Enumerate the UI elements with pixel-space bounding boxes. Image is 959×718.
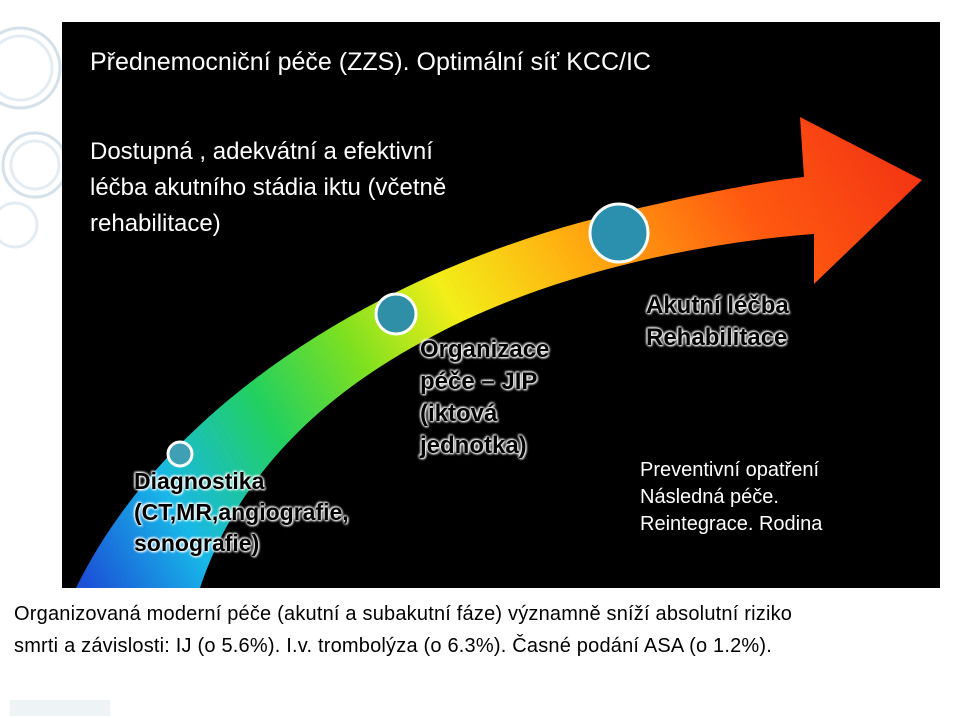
intro-line: rehabilitace) <box>90 210 221 237</box>
stage-2-marker <box>374 292 418 336</box>
bottom-summary-text: Organizovaná moderní péče (akutní a suba… <box>14 598 792 662</box>
stage-1-marker <box>166 440 194 468</box>
stage-label-line: jednotka) <box>420 432 527 459</box>
stage-label-line: Akutní léčba <box>646 292 789 319</box>
stage-diagnostics-label: Diagnostika (CT,MR,angiografie, sonograf… <box>134 466 349 559</box>
preventive-line: Následná péče. <box>640 486 779 508</box>
stage-label-line: (iktová <box>420 400 498 427</box>
stage-label-line: Rehabilitace <box>646 324 788 351</box>
diagram-panel: Přednemocniční péče (ZZS). Optimální síť… <box>62 22 940 588</box>
intro-line: léčba akutního stádia iktu (včetně <box>90 174 447 201</box>
stage-label-line: péče – JIP <box>420 368 538 395</box>
stage-label-line: Diagnostika <box>134 468 265 494</box>
summary-line: smrti a závislosti: IJ (o 5.6%). I.v. tr… <box>14 635 773 657</box>
stage-label-line: sonografie) <box>134 530 260 556</box>
stage-acute-treatment-label: Akutní léčba Rehabilitace <box>646 290 789 354</box>
progress-arrow <box>76 117 922 588</box>
preventive-line: Reintegrace. Rodina <box>640 513 823 535</box>
preventive-measures-text: Preventivní opatření Následná péče. Rein… <box>640 457 822 538</box>
arrow-body <box>76 117 922 588</box>
preventive-line: Preventivní opatření <box>640 459 819 481</box>
summary-line: Organizovaná moderní péče (akutní a suba… <box>14 603 793 625</box>
stage-label-line: (CT,MR,angiografie, <box>134 499 349 525</box>
stage-care-organization-label: Organizace péče – JIP (iktová jednotka) <box>420 334 549 462</box>
intro-line: Dostupná , adekvátní a efektivní <box>90 138 433 165</box>
stage-label-line: Organizace <box>420 336 550 363</box>
slide-title: Přednemocniční péče (ZZS). Optimální síť… <box>90 48 651 76</box>
stage-3-marker <box>588 202 650 264</box>
intro-text: Dostupná , adekvátní a efektivní léčba a… <box>90 134 446 242</box>
